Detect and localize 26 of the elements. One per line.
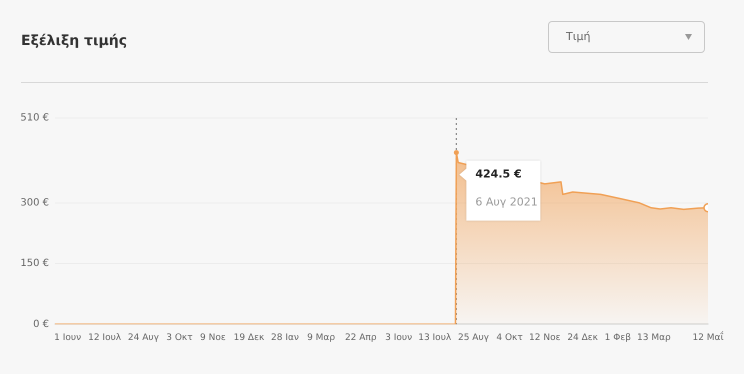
y-tick-label: 0 € — [33, 318, 49, 330]
x-tick-label: 13 Ιουλ — [418, 332, 452, 343]
y-tick-label: 300 € — [20, 198, 49, 208]
x-tick-label: 12 Νοε — [529, 332, 561, 343]
x-tick-label: 1 Ιουν — [54, 332, 82, 343]
x-tick-label: 12 Μαΐ — [692, 330, 724, 343]
y-tick-label: 510 € — [20, 112, 49, 124]
x-tick-label: 13 Μαρ — [637, 332, 672, 343]
annotation: 424.5 € — [475, 167, 522, 180]
x-tick-label: 9 Μαρ — [307, 332, 336, 343]
annotation: 6 Αυγ 2021 — [475, 195, 538, 208]
x-tick-label: 3 Ιουν — [385, 332, 412, 343]
chart-title: Εξέλιξη τιμής — [21, 33, 128, 49]
x-tick-label: 24 Δεκ — [567, 332, 599, 343]
x-tick-label: 12 Ιουλ — [88, 332, 122, 343]
x-tick-label: 19 Δεκ — [234, 332, 265, 343]
text: Τιμή — [566, 30, 590, 43]
x-tick-label: 28 Ιαν — [271, 332, 299, 343]
y-tick-label: 150 € — [20, 258, 49, 270]
x-tick-label: 22 Απρ — [344, 332, 377, 343]
x-tick-label: 25 Αυγ — [458, 332, 490, 343]
x-tick-label: 3 Οκτ — [166, 332, 193, 343]
x-tick-label: 9 Νοε — [200, 332, 226, 343]
x-tick-label: 4 Οκτ — [496, 332, 523, 343]
x-tick-label: 24 Αυγ — [128, 332, 160, 343]
x-tick-label: 1 Φεβ — [604, 332, 632, 343]
